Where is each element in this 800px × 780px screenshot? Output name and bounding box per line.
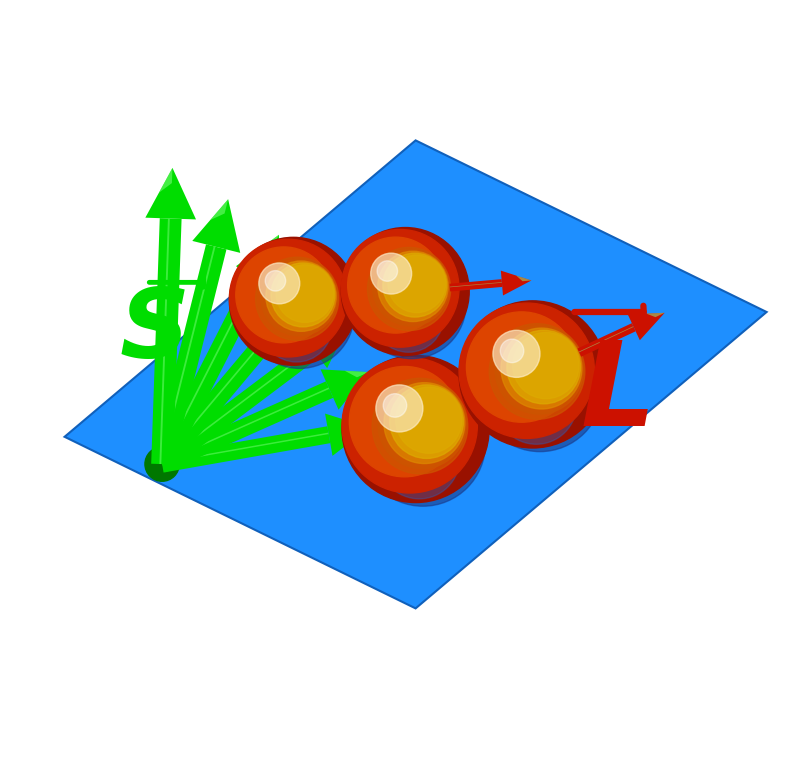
- Polygon shape: [210, 199, 228, 220]
- Circle shape: [376, 385, 423, 432]
- Polygon shape: [159, 246, 215, 464]
- Circle shape: [367, 247, 450, 331]
- Circle shape: [370, 254, 412, 294]
- Polygon shape: [157, 342, 319, 472]
- Circle shape: [348, 237, 444, 333]
- Circle shape: [236, 247, 332, 343]
- Polygon shape: [450, 279, 502, 292]
- Polygon shape: [151, 218, 182, 464]
- Polygon shape: [161, 348, 313, 463]
- Circle shape: [378, 418, 460, 499]
- Polygon shape: [159, 168, 173, 193]
- Polygon shape: [154, 308, 295, 470]
- Circle shape: [266, 271, 286, 291]
- Polygon shape: [161, 426, 330, 473]
- Polygon shape: [158, 381, 334, 473]
- Circle shape: [361, 381, 486, 506]
- Circle shape: [374, 282, 444, 353]
- Polygon shape: [450, 282, 502, 287]
- Circle shape: [246, 260, 354, 368]
- Circle shape: [230, 237, 358, 365]
- Circle shape: [259, 263, 300, 304]
- Circle shape: [372, 378, 468, 474]
- Polygon shape: [160, 313, 287, 463]
- Polygon shape: [646, 313, 665, 317]
- Circle shape: [262, 292, 332, 362]
- Circle shape: [507, 330, 581, 404]
- Polygon shape: [345, 370, 369, 378]
- Polygon shape: [578, 323, 636, 356]
- Polygon shape: [321, 370, 369, 410]
- Circle shape: [261, 259, 338, 336]
- Circle shape: [342, 356, 489, 502]
- Circle shape: [396, 387, 462, 453]
- Circle shape: [145, 447, 179, 481]
- Circle shape: [501, 328, 582, 409]
- Polygon shape: [325, 413, 370, 456]
- Circle shape: [373, 250, 450, 326]
- Polygon shape: [324, 323, 349, 331]
- Polygon shape: [236, 235, 279, 288]
- Circle shape: [384, 383, 465, 463]
- Circle shape: [342, 358, 478, 493]
- Circle shape: [276, 265, 334, 322]
- Circle shape: [266, 261, 336, 332]
- Polygon shape: [160, 276, 257, 464]
- Circle shape: [513, 332, 579, 399]
- Polygon shape: [162, 433, 329, 463]
- Circle shape: [459, 301, 606, 448]
- Polygon shape: [347, 420, 370, 430]
- Polygon shape: [65, 140, 766, 608]
- Circle shape: [383, 394, 406, 417]
- Circle shape: [378, 381, 466, 469]
- Circle shape: [230, 239, 347, 357]
- Polygon shape: [258, 235, 279, 250]
- Circle shape: [390, 385, 463, 459]
- Circle shape: [490, 324, 585, 420]
- Circle shape: [350, 367, 460, 477]
- Circle shape: [493, 330, 540, 378]
- Circle shape: [378, 251, 448, 321]
- Polygon shape: [270, 279, 318, 329]
- Circle shape: [388, 255, 446, 313]
- Circle shape: [358, 250, 466, 359]
- Polygon shape: [146, 168, 196, 219]
- Polygon shape: [579, 326, 634, 353]
- Polygon shape: [161, 388, 330, 463]
- Text: L: L: [581, 336, 656, 452]
- Polygon shape: [516, 275, 531, 282]
- Polygon shape: [294, 279, 318, 289]
- Circle shape: [342, 228, 470, 356]
- Polygon shape: [159, 218, 170, 464]
- Circle shape: [342, 229, 459, 347]
- Circle shape: [383, 254, 447, 317]
- Circle shape: [500, 339, 524, 363]
- Circle shape: [496, 363, 577, 445]
- Polygon shape: [300, 323, 349, 368]
- Circle shape: [466, 312, 577, 422]
- Polygon shape: [501, 271, 531, 296]
- Polygon shape: [152, 244, 226, 466]
- Circle shape: [271, 263, 335, 327]
- Polygon shape: [153, 272, 266, 469]
- Text: S: S: [119, 285, 190, 378]
- Circle shape: [377, 261, 398, 282]
- Circle shape: [478, 327, 602, 452]
- Circle shape: [256, 257, 338, 340]
- Polygon shape: [192, 199, 240, 253]
- Circle shape: [459, 303, 594, 438]
- Circle shape: [495, 326, 583, 414]
- Polygon shape: [628, 313, 665, 340]
